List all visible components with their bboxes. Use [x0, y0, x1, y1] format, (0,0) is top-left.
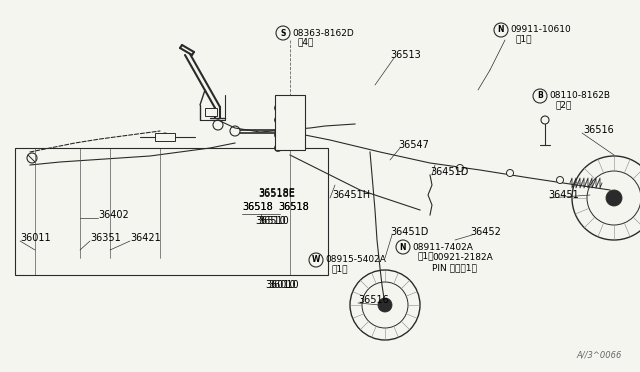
- Circle shape: [276, 26, 290, 40]
- Circle shape: [275, 105, 282, 112]
- Circle shape: [378, 298, 392, 312]
- Circle shape: [494, 23, 508, 37]
- Text: B: B: [537, 92, 543, 100]
- Text: 36518: 36518: [242, 202, 273, 212]
- Circle shape: [230, 126, 240, 136]
- Circle shape: [350, 270, 420, 340]
- Circle shape: [557, 176, 563, 183]
- Text: 36402: 36402: [98, 210, 129, 220]
- Text: 36451D: 36451D: [390, 227, 428, 237]
- Text: 36452: 36452: [470, 227, 501, 237]
- Text: 36010: 36010: [265, 280, 296, 290]
- Text: S: S: [280, 29, 285, 38]
- Text: 36516: 36516: [583, 125, 614, 135]
- Circle shape: [506, 170, 513, 176]
- Circle shape: [275, 126, 285, 136]
- Bar: [275, 95, 305, 150]
- Text: 08363-8162D: 08363-8162D: [292, 29, 354, 38]
- Text: 36518: 36518: [278, 202, 308, 212]
- Text: 36010: 36010: [268, 280, 299, 290]
- Text: 36451D: 36451D: [430, 167, 468, 177]
- Bar: [155, 133, 175, 141]
- Circle shape: [208, 109, 214, 115]
- Bar: [205, 108, 217, 116]
- Circle shape: [456, 164, 463, 171]
- Circle shape: [286, 101, 294, 109]
- Circle shape: [27, 153, 37, 163]
- Text: 36011: 36011: [20, 233, 51, 243]
- Text: 00921-2182A: 00921-2182A: [432, 253, 493, 263]
- Text: 36516: 36516: [358, 295, 388, 305]
- Text: 36518: 36518: [278, 202, 308, 212]
- Bar: [15, 148, 328, 275]
- Text: （1）: （1）: [516, 35, 532, 44]
- Text: 36513: 36513: [390, 50, 420, 60]
- Circle shape: [541, 116, 549, 124]
- Circle shape: [396, 240, 410, 254]
- Text: 36421: 36421: [130, 233, 161, 243]
- Text: 08915-5402A: 08915-5402A: [325, 256, 386, 264]
- Text: 09911-10610: 09911-10610: [510, 26, 571, 35]
- Circle shape: [275, 116, 282, 124]
- Text: 36351: 36351: [90, 233, 121, 243]
- Circle shape: [213, 120, 223, 130]
- Circle shape: [275, 131, 282, 138]
- Text: （2）: （2）: [555, 100, 572, 109]
- Text: N: N: [498, 26, 504, 35]
- Circle shape: [275, 144, 282, 151]
- Circle shape: [533, 89, 547, 103]
- Text: N: N: [400, 243, 406, 251]
- Text: W: W: [312, 256, 320, 264]
- Text: 08911-7402A: 08911-7402A: [412, 243, 473, 251]
- Circle shape: [161, 133, 169, 141]
- Circle shape: [286, 131, 294, 139]
- Text: 36547: 36547: [398, 140, 429, 150]
- Text: 08110-8162B: 08110-8162B: [549, 92, 610, 100]
- Text: （1）: （1）: [418, 251, 435, 260]
- Circle shape: [606, 190, 622, 206]
- Text: A//3^0066: A//3^0066: [577, 351, 622, 360]
- Text: 36510: 36510: [258, 216, 289, 226]
- Text: 36451: 36451: [548, 190, 579, 200]
- Text: 36518E: 36518E: [258, 188, 295, 198]
- Text: （1）: （1）: [331, 264, 348, 273]
- Circle shape: [309, 253, 323, 267]
- Text: 36451H: 36451H: [332, 190, 370, 200]
- Text: 36510: 36510: [255, 216, 285, 226]
- Text: 36518E: 36518E: [258, 189, 295, 199]
- Text: 36518: 36518: [242, 202, 273, 212]
- Circle shape: [286, 116, 294, 124]
- Text: PIN ピン（1）: PIN ピン（1）: [432, 263, 477, 273]
- Circle shape: [572, 156, 640, 240]
- Text: （4）: （4）: [298, 38, 314, 46]
